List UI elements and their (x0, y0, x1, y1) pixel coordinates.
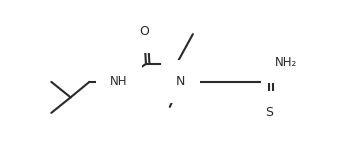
Text: O: O (139, 25, 149, 38)
Text: S: S (265, 106, 273, 119)
Text: N: N (176, 75, 185, 88)
Text: NH₂: NH₂ (275, 56, 297, 69)
Text: NH: NH (110, 75, 128, 88)
